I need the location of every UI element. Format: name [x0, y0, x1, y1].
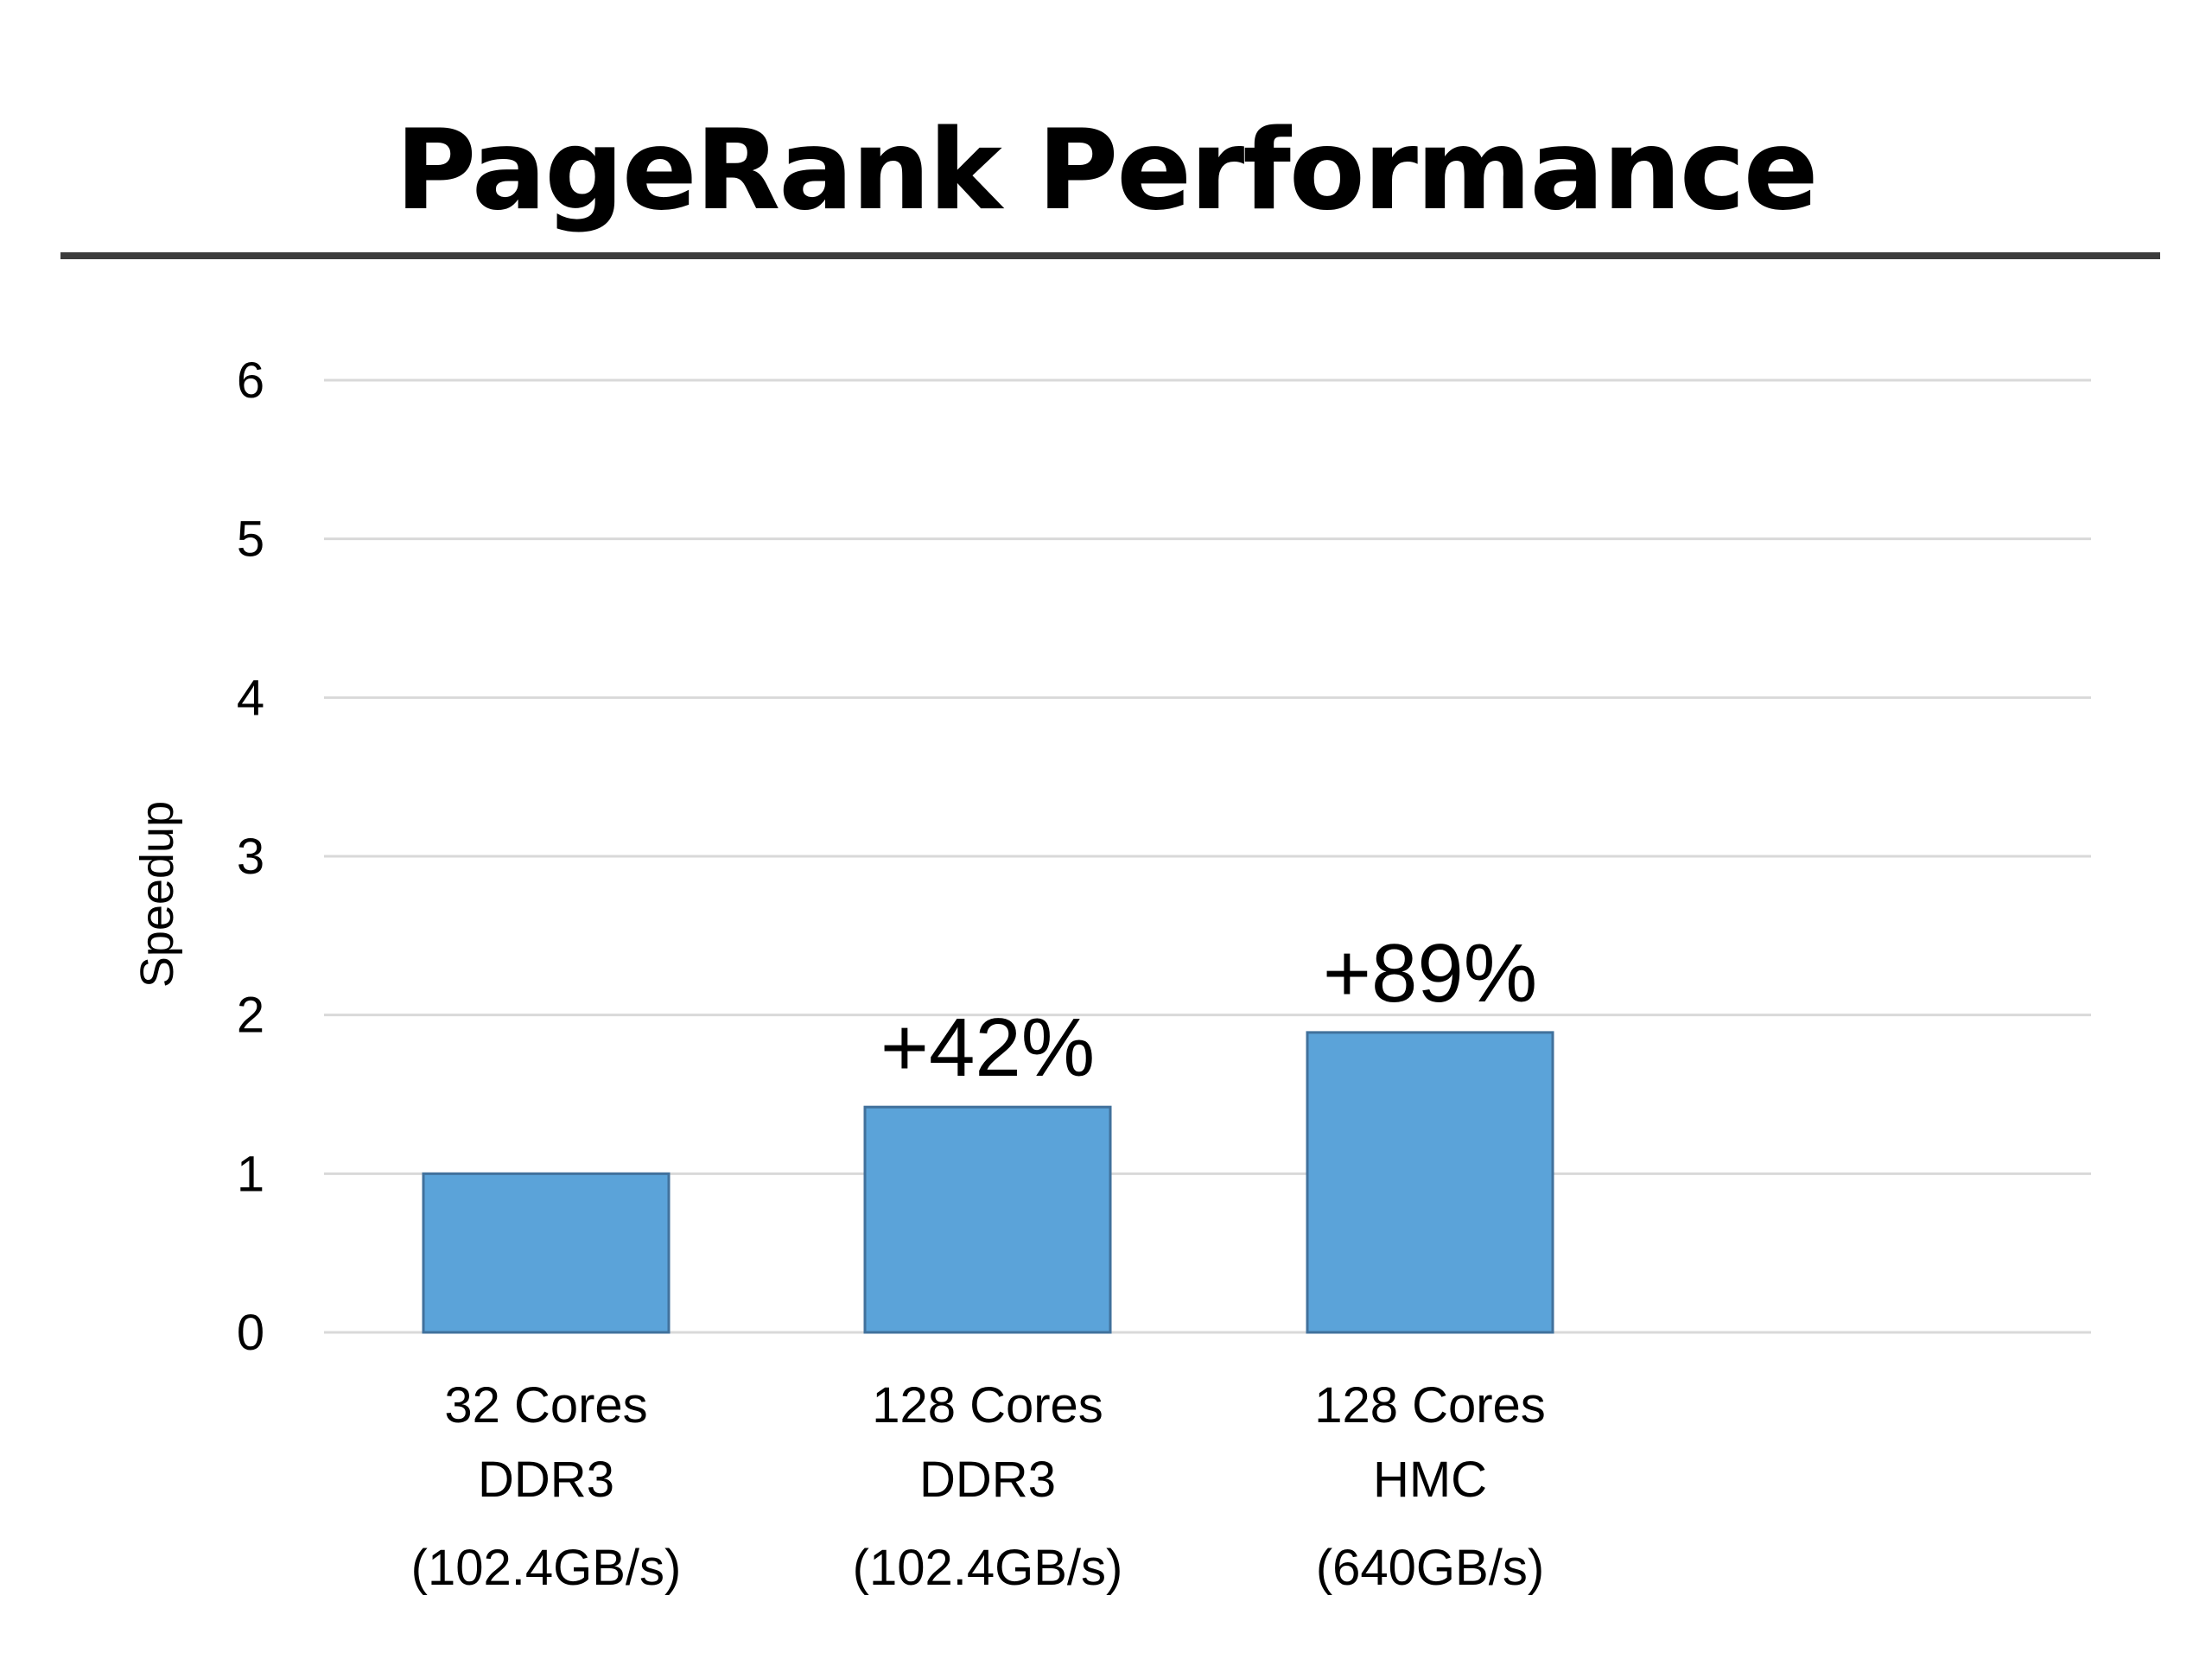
- title-divider: [60, 252, 2160, 259]
- bars: [422, 1031, 1554, 1334]
- y-tick-label-6: 6: [237, 353, 264, 409]
- data-labels: +42% +89%: [880, 927, 1537, 1094]
- x-axis-categories: 32 Cores DDR3 (102.4GB/s) 128 Cores DDR3 (102…: [411, 1377, 1546, 1596]
- y-tick-label-5: 5: [237, 512, 264, 568]
- slide-title: PageRank Performance: [395, 106, 1819, 235]
- category-label-2-line-1: 128 Cores: [872, 1377, 1103, 1433]
- y-tick-label-4: 4: [237, 670, 264, 726]
- y-tick-label-0: 0: [237, 1305, 264, 1361]
- bar-1: [422, 1172, 671, 1334]
- category-label-2-line-3: (102.4GB/s): [853, 1540, 1123, 1596]
- y-tick-label-2: 2: [237, 988, 264, 1044]
- y-tick-label-1: 1: [237, 1146, 264, 1202]
- y-axis-title: Speedup: [131, 801, 183, 988]
- category-label-1-line-1: 32 Cores: [444, 1377, 647, 1433]
- data-label-3: +89%: [1323, 927, 1537, 1020]
- category-label-1-line-3: (102.4GB/s): [411, 1540, 682, 1596]
- y-tick-label-3: 3: [237, 829, 264, 885]
- data-label-2: +42%: [880, 1001, 1095, 1094]
- category-label-1-line-2: DDR3: [478, 1452, 614, 1508]
- category-label-2-line-2: DDR3: [919, 1452, 1056, 1508]
- category-label-3-line-3: (640GB/s): [1316, 1540, 1544, 1596]
- y-axis-ticks: 0 1 2 3 4 5 6: [237, 353, 264, 1361]
- category-label-3-line-2: HMC: [1373, 1452, 1487, 1508]
- bar-2: [863, 1105, 1112, 1334]
- category-label-3-line-1: 128 Cores: [1314, 1377, 1546, 1433]
- bar-3: [1306, 1031, 1554, 1334]
